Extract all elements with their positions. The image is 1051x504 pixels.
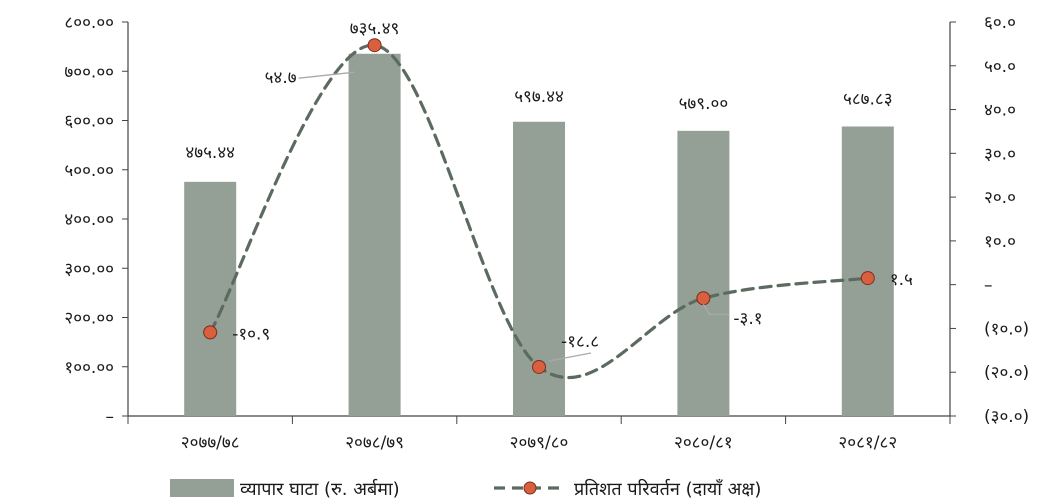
y-right-tick-label: (३०.०) xyxy=(984,407,1029,427)
line-data-label: -१०.९ xyxy=(232,324,270,344)
bar xyxy=(677,130,730,416)
y-right-tick-label: – xyxy=(984,276,993,296)
y-left-tick-label: ३००.०० xyxy=(64,259,114,279)
percent-change-point xyxy=(532,359,546,374)
line-label-leader xyxy=(298,71,355,79)
legend-line-marker xyxy=(523,481,537,495)
bar xyxy=(184,181,237,416)
line-label-leader xyxy=(548,352,592,362)
line-data-label: १.५ xyxy=(890,270,913,290)
y-right-tick-label: (१०.०) xyxy=(984,319,1029,339)
y-right-tick-label: (२०.०) xyxy=(984,363,1029,383)
y-left-tick-label: ६००.०० xyxy=(64,112,114,132)
y-left-tick-label: २००.०० xyxy=(64,309,114,329)
data-labels: ४७५.४४ ७३५.४९ ५९७.४४ ५७९.०० ५८७.८३ -१०.९ ५४.७ -… xyxy=(185,19,913,362)
y-left-tick-label: ८००.०० xyxy=(64,13,114,33)
x-tick-label: २०८०/८१ xyxy=(674,433,733,453)
axes: – १००.०० २००.०० ३००.०० ४००.०० ५००.०० ६००.०० ७००… xyxy=(64,13,1029,453)
line-data-label: -३.१ xyxy=(733,309,762,329)
bar-data-label: ७३५.४९ xyxy=(350,19,400,39)
y-right-tick-label: ५०.० xyxy=(984,57,1016,77)
y-left-tick-label: ७००.०० xyxy=(64,62,114,82)
percent-change-point xyxy=(860,271,875,286)
line-data-label: ५४.७ xyxy=(265,68,297,88)
x-tick-label: २०८१/८२ xyxy=(838,433,897,453)
y-right-tick-label: १०.० xyxy=(984,232,1016,252)
y-right-tick-label: ३०.० xyxy=(984,144,1016,164)
y-left-tick-label: ४००.०० xyxy=(64,210,114,230)
percent-change-point xyxy=(367,38,382,53)
bar-data-label: ५७९.०० xyxy=(679,94,729,114)
y-right-tick-label: ४०.० xyxy=(984,101,1016,121)
percent-change-line xyxy=(208,43,870,380)
y-left-tick-label: – xyxy=(106,407,115,427)
legend: व्यापार घाटा (रु. अर्बमा) प्रतिशत परिवर्त… xyxy=(170,478,761,500)
line-series xyxy=(203,38,875,380)
legend-bar-swatch xyxy=(170,479,234,497)
x-tick-label: २०७८/७९ xyxy=(345,433,404,453)
x-tick-label: २०७७/७८ xyxy=(181,433,240,453)
bars xyxy=(184,53,894,417)
y-right-tick-label: ६०.० xyxy=(984,13,1016,33)
y-left-tick-label: ५००.०० xyxy=(64,161,114,181)
legend-bar-label: व्यापार घाटा (रु. अर्बमा) xyxy=(240,478,400,500)
percent-change-point xyxy=(696,291,711,306)
line-data-label: -१८.८ xyxy=(561,332,599,352)
bar-data-label: ५९७.४४ xyxy=(514,87,564,107)
bar xyxy=(348,53,401,416)
bar-data-label: ४७५.४४ xyxy=(185,143,235,163)
x-tick-label: २०७९/८० xyxy=(510,433,569,453)
legend-line-label: प्रतिशत परिवर्तन (दायाँ अक्ष) xyxy=(574,478,761,500)
y-right-tick-label: २०.० xyxy=(984,188,1016,208)
bar-data-label: ५८७.८३ xyxy=(843,89,893,109)
line-label-leader xyxy=(702,303,730,315)
y-left-tick-label: १००.०० xyxy=(64,358,114,378)
percent-change-point xyxy=(203,325,218,340)
